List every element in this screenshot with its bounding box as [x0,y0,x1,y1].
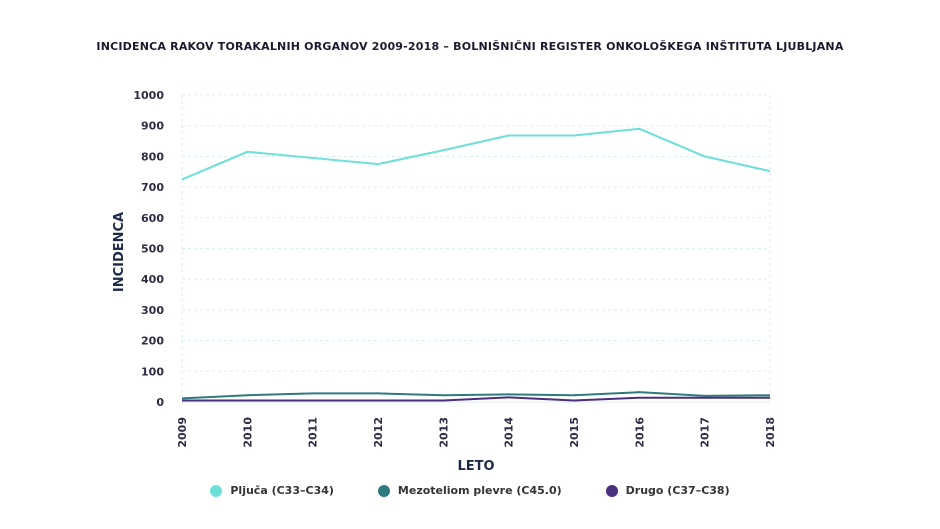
legend-item-1: Mezoteliom plevre (C45.0) [377,484,562,497]
x-tick-label: 2016 [633,417,646,448]
y-tick-label: 900 [141,120,164,133]
y-tick-label: 100 [141,365,164,378]
legend-marker [377,484,390,497]
legend: Pljuča (C33–C34) Mezoteliom plevre (C45.0… [0,484,940,497]
x-tick-label: 2014 [503,417,516,448]
x-axis-title: LETO [457,459,494,474]
legend-marker [605,484,618,497]
chart-title: INCIDENCA RAKOV TORAKALNIH ORGANOV 2009-… [96,40,844,53]
x-tick-label: 2013 [437,417,450,448]
y-tick-label: 500 [141,243,164,256]
x-tick-label: 2017 [699,417,712,448]
series-line-0 [181,127,771,181]
legend-item-2: Drugo (C37–C38) [605,484,730,497]
y-tick-label: 300 [141,304,164,317]
series-line-2 [182,396,770,402]
x-tick-labels: 2009 2010 2011 2012 2013 2014 2015 2016 2017 2018 [176,417,777,448]
y-tick-label: 0 [156,396,164,409]
y-tick-label: 200 [141,335,164,348]
x-tick-label: 2015 [568,417,581,448]
grid-lines [181,94,771,403]
legend-item-0: Pljuča (C33–C34) [210,484,334,497]
series-lines [181,127,771,402]
y-tick-label: 400 [141,273,164,286]
legend-label: Drugo (C37–C38) [625,484,730,497]
x-tick-label: 2018 [764,417,777,448]
y-tick-labels: 0 100 200 300 400 500 600 700 800 900 1000 [133,89,164,409]
y-tick-label: 1000 [133,89,164,102]
series-line-1 [181,391,771,400]
x-tick-label: 2011 [307,417,320,448]
y-axis-title: INCIDENCA [112,212,127,292]
x-tick-label: 2012 [372,417,385,448]
x-tick-label: 2009 [176,417,189,448]
legend-label: Pljuča (C33–C34) [230,484,334,497]
x-tick-label: 2010 [241,417,254,448]
y-tick-label: 800 [141,150,164,163]
legend-label: Mezoteliom plevre (C45.0) [397,484,562,497]
legend-marker [210,484,223,497]
y-tick-label: 600 [141,212,164,225]
y-tick-label: 700 [141,181,164,194]
